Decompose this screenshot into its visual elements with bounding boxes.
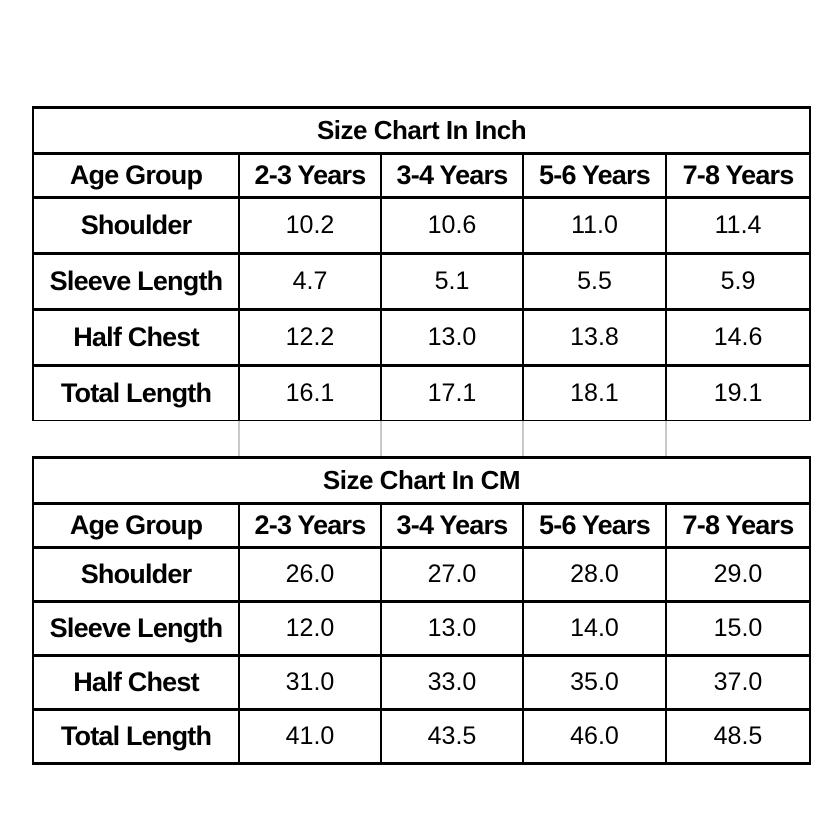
value-cell: 14.6 xyxy=(664,308,812,367)
value-cell: 17.1 xyxy=(380,364,524,423)
value-cell: 26.0 xyxy=(238,546,382,603)
value-cell: 5.1 xyxy=(380,252,524,311)
column-header-2-3-years: 2-3 Years xyxy=(238,502,382,549)
value-cell: 11.4 xyxy=(664,196,812,255)
value-cell: 27.0 xyxy=(380,546,524,603)
table-row: Half Chest 31.0 33.0 35.0 37.0 xyxy=(32,654,811,711)
value-cell: 37.0 xyxy=(665,654,811,711)
value-cell: 12.2 xyxy=(238,308,382,367)
gridline xyxy=(380,421,382,456)
table-row: Total Length 41.0 43.5 46.0 48.5 xyxy=(32,708,811,765)
column-header-3-4-years: 3-4 Years xyxy=(380,502,524,549)
table-row: Shoulder 26.0 27.0 28.0 29.0 xyxy=(32,546,811,603)
value-cell: 43.5 xyxy=(380,708,524,765)
column-header-7-8-years: 7-8 Years xyxy=(665,502,811,549)
table-gap xyxy=(32,421,811,456)
value-cell: 5.5 xyxy=(522,252,667,311)
value-cell: 11.0 xyxy=(522,196,667,255)
value-cell: 28.0 xyxy=(522,546,667,603)
value-cell: 13.0 xyxy=(380,600,524,657)
value-cell: 19.1 xyxy=(664,364,812,423)
row-label-half-chest: Half Chest xyxy=(32,654,240,711)
size-chart-cm-title: Size Chart In CM xyxy=(32,456,811,505)
value-cell: 31.0 xyxy=(238,654,382,711)
table-row: Shoulder 10.2 10.6 11.0 11.4 xyxy=(32,196,812,255)
gridline xyxy=(665,421,667,456)
table-row: Half Chest 12.2 13.0 13.8 14.6 xyxy=(32,308,812,367)
table-row: Sleeve Length 4.7 5.1 5.5 5.9 xyxy=(32,252,812,311)
value-cell: 4.7 xyxy=(238,252,382,311)
value-cell: 12.0 xyxy=(238,600,382,657)
size-chart-inch-table: Size Chart In Inch Age Group 2-3 Years 3… xyxy=(31,106,812,423)
row-label-shoulder: Shoulder xyxy=(32,546,240,603)
value-cell: 13.0 xyxy=(380,308,524,367)
column-header-3-4-years: 3-4 Years xyxy=(380,152,524,199)
value-cell: 48.5 xyxy=(665,708,811,765)
column-header-age-group: Age Group xyxy=(32,152,240,199)
value-cell: 46.0 xyxy=(522,708,667,765)
value-cell: 41.0 xyxy=(238,708,382,765)
value-cell: 10.2 xyxy=(238,196,382,255)
table-row: Sleeve Length 12.0 13.0 14.0 15.0 xyxy=(32,600,811,657)
value-cell: 33.0 xyxy=(380,654,524,711)
table-row: Total Length 16.1 17.1 18.1 19.1 xyxy=(32,364,812,423)
row-label-total-length: Total Length xyxy=(32,364,240,423)
row-label-sleeve-length: Sleeve Length xyxy=(32,252,240,311)
value-cell: 35.0 xyxy=(522,654,667,711)
value-cell: 10.6 xyxy=(380,196,524,255)
value-cell: 16.1 xyxy=(238,364,382,423)
column-header-5-6-years: 5-6 Years xyxy=(522,502,667,549)
size-chart-cm-table: Size Chart In CM Age Group 2-3 Years 3-4… xyxy=(32,456,811,765)
value-cell: 14.0 xyxy=(522,600,667,657)
gridline xyxy=(238,421,240,456)
size-chart-inch-title: Size Chart In Inch xyxy=(31,106,812,155)
row-label-sleeve-length: Sleeve Length xyxy=(32,600,240,657)
column-header-7-8-years: 7-8 Years xyxy=(664,152,812,199)
value-cell: 15.0 xyxy=(665,600,811,657)
row-label-total-length: Total Length xyxy=(32,708,240,765)
value-cell: 5.9 xyxy=(664,252,812,311)
row-label-half-chest: Half Chest xyxy=(32,308,240,367)
column-header-2-3-years: 2-3 Years xyxy=(238,152,382,199)
column-header-age-group: Age Group xyxy=(32,502,240,549)
value-cell: 29.0 xyxy=(665,546,811,603)
row-label-shoulder: Shoulder xyxy=(32,196,240,255)
value-cell: 13.8 xyxy=(522,308,667,367)
gridline xyxy=(522,421,524,456)
column-header-5-6-years: 5-6 Years xyxy=(522,152,667,199)
value-cell: 18.1 xyxy=(522,364,667,423)
